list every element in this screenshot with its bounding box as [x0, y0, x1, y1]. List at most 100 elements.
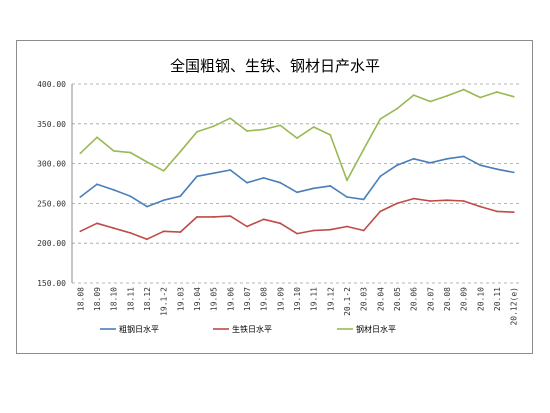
data-point — [196, 175, 198, 178]
data-point — [446, 95, 448, 97]
data-point — [312, 187, 315, 190]
data-point — [79, 196, 82, 198]
data-point — [412, 197, 415, 200]
data-point — [329, 184, 332, 187]
data-point — [212, 172, 215, 175]
data-point — [379, 210, 382, 213]
data-point — [496, 210, 498, 213]
data-point — [296, 232, 298, 235]
data-point — [246, 130, 248, 132]
data-point — [162, 230, 165, 233]
data-point — [229, 169, 232, 171]
x-tick-label: 20.03 — [360, 287, 369, 311]
x-tick-label: 20.1-2 — [343, 287, 352, 316]
data-point — [379, 175, 382, 178]
data-point — [346, 179, 348, 182]
x-axis-ticks: 18.08 18.09 18.10 18.11 18.12 19.1-2 19.03 19.0… — [76, 287, 518, 326]
data-point — [429, 161, 432, 164]
data-point — [512, 95, 515, 98]
data-point — [346, 225, 348, 228]
data-point — [296, 137, 298, 140]
x-tick-label: 18.11 — [126, 287, 135, 311]
data-point — [146, 238, 148, 241]
data-point — [462, 155, 465, 158]
data-point — [212, 125, 215, 128]
data-point — [362, 148, 365, 151]
data-point — [79, 152, 82, 155]
data-point — [196, 216, 198, 218]
data-point — [429, 200, 432, 202]
x-tick-label: 20.05 — [393, 287, 402, 311]
data-point — [429, 100, 432, 103]
data-point — [79, 230, 82, 233]
data-point — [296, 191, 298, 194]
data-point — [312, 229, 315, 232]
x-tick-label: 19.06 — [226, 287, 235, 311]
chart-frame — [16, 40, 533, 354]
data-point — [446, 199, 448, 202]
data-point — [262, 128, 265, 131]
data-point — [229, 117, 232, 120]
legend-label: 钢材日水平 — [356, 324, 396, 334]
data-point — [479, 205, 482, 208]
x-tick-label: 19.12 — [326, 287, 335, 311]
data-point — [146, 205, 148, 208]
data-point — [462, 88, 465, 91]
data-point — [512, 171, 515, 174]
data-point — [279, 181, 282, 184]
x-tick-label: 18.09 — [93, 287, 102, 311]
data-point — [396, 107, 398, 110]
data-point — [129, 195, 132, 198]
x-tick-label: 20.11 — [493, 287, 502, 311]
series-line-2 — [79, 88, 514, 182]
y-tick-label: 350.00 — [37, 120, 66, 129]
y-tick-label: 400.00 — [37, 80, 66, 89]
x-tick-label: 20.06 — [410, 287, 419, 311]
x-tick-label: 20.08 — [443, 287, 452, 311]
data-point — [262, 218, 265, 221]
data-point — [396, 164, 398, 167]
data-point — [112, 149, 115, 152]
data-point — [329, 134, 332, 136]
data-point — [496, 91, 498, 93]
data-point — [246, 225, 248, 228]
data-point — [412, 157, 415, 160]
data-point — [162, 169, 165, 172]
x-tick-label: 18.10 — [110, 287, 119, 311]
data-point — [162, 199, 165, 202]
data-point — [496, 168, 498, 171]
legend: 粗钢日水平 生铁日水平 钢材日水平 — [100, 324, 396, 334]
x-tick-label: 19.04 — [193, 287, 202, 311]
data-point — [479, 164, 482, 167]
y-tick-label: 300.00 — [37, 160, 66, 169]
data-point — [179, 231, 182, 233]
data-point — [329, 228, 332, 231]
x-tick-label: 19.08 — [260, 287, 269, 311]
data-point — [179, 195, 182, 198]
x-tick-label: 19.07 — [243, 287, 252, 311]
data-point — [212, 216, 215, 218]
data-point — [279, 124, 282, 127]
chart-title: 全国粗钢、生铁、钢材日产水平 — [170, 57, 380, 75]
gridlines — [71, 83, 522, 284]
x-tick-label: 19.05 — [210, 287, 219, 311]
data-point — [362, 229, 365, 232]
x-tick-label: 19.09 — [276, 287, 285, 311]
x-tick-label: 18.08 — [76, 287, 85, 311]
data-point — [512, 211, 515, 214]
x-tick-label: 20.07 — [426, 287, 435, 311]
x-tick-label: 18.12 — [143, 287, 152, 311]
data-point — [262, 177, 265, 179]
data-point — [379, 118, 382, 120]
x-tick-label: 20.09 — [460, 287, 469, 311]
data-point — [179, 150, 182, 153]
x-tick-label: 20.04 — [376, 287, 385, 311]
data-point — [479, 96, 482, 99]
data-point — [96, 222, 98, 225]
x-tick-label: 19.10 — [293, 287, 302, 311]
x-tick-label: 20.10 — [476, 287, 485, 311]
x-tick-label: 19.03 — [176, 287, 185, 311]
data-point — [112, 227, 115, 229]
data-point — [462, 200, 465, 202]
data-point — [96, 183, 98, 186]
